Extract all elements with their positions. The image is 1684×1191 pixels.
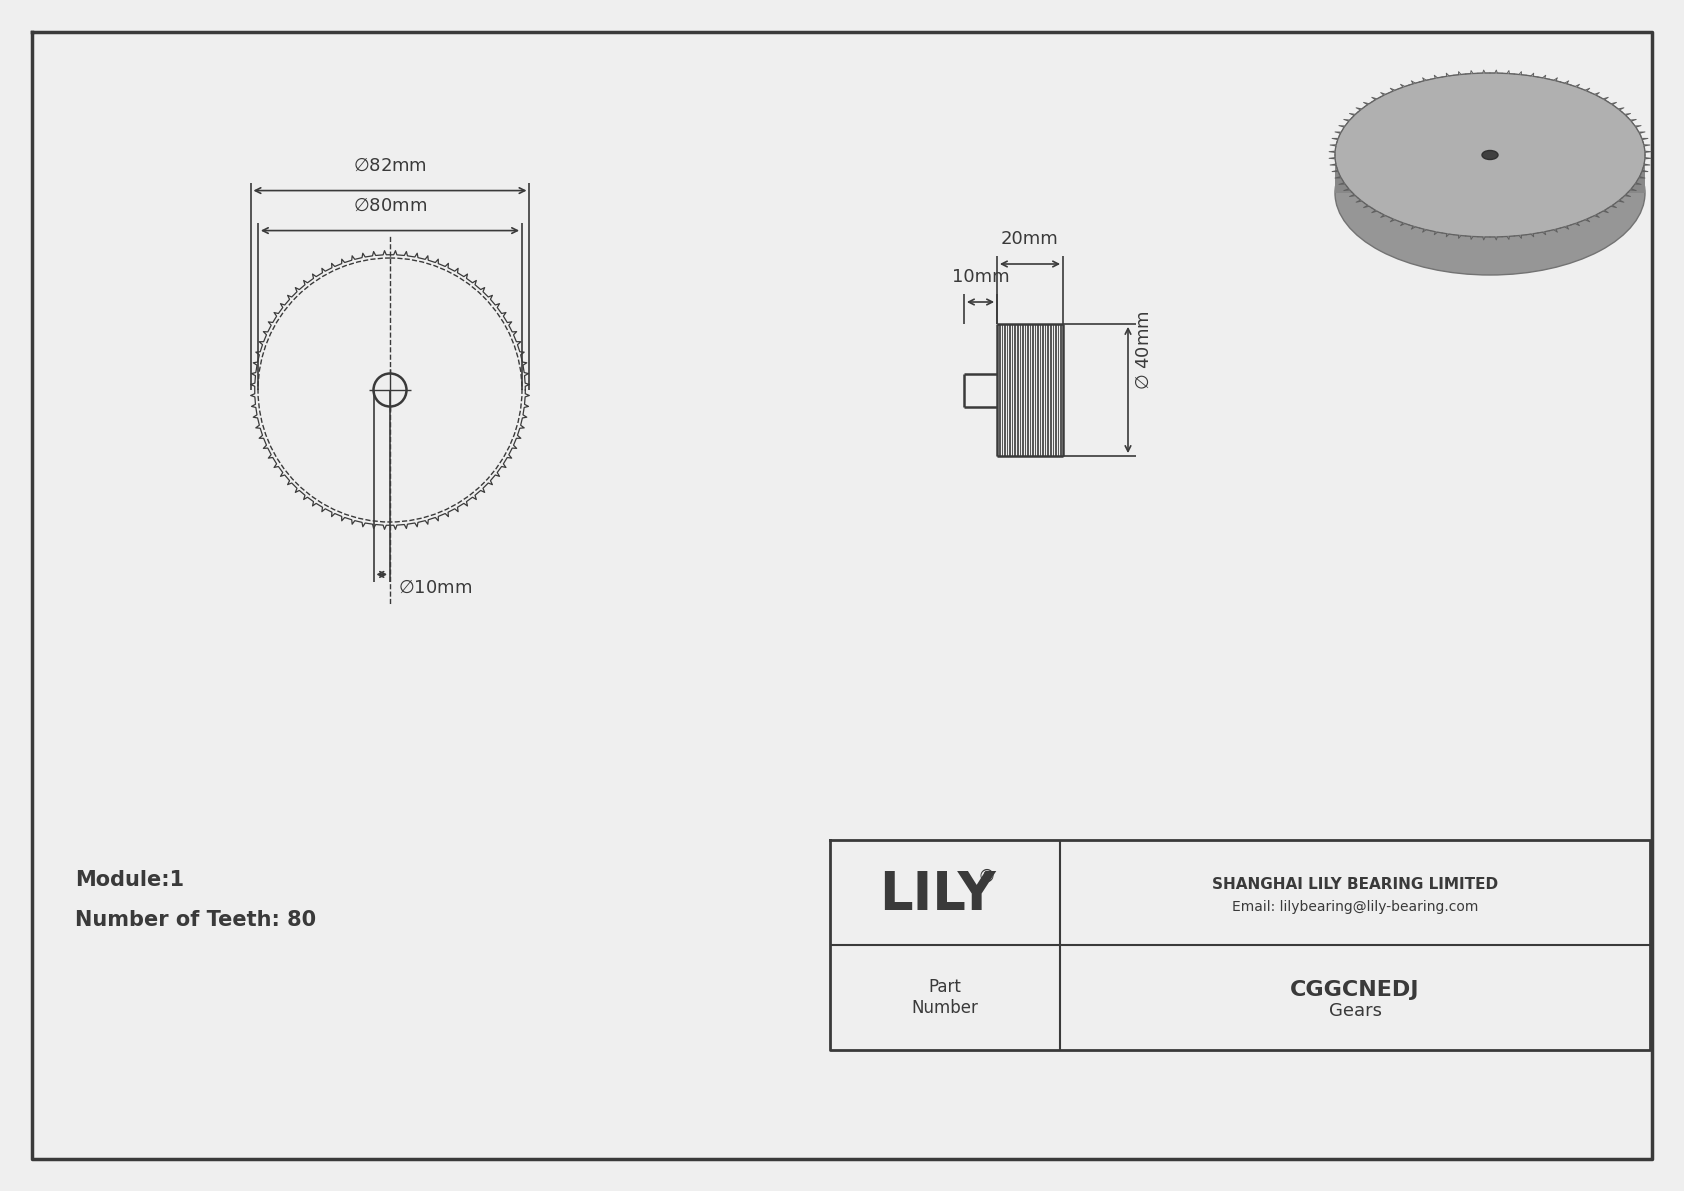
Ellipse shape bbox=[1335, 73, 1645, 237]
Text: Module:1: Module:1 bbox=[76, 869, 184, 890]
Text: Gears: Gears bbox=[1329, 1003, 1381, 1021]
Text: $\varnothing$ 40mm: $\varnothing$ 40mm bbox=[1135, 310, 1154, 389]
Text: $\varnothing$82mm: $\varnothing$82mm bbox=[354, 156, 426, 175]
Ellipse shape bbox=[1482, 150, 1499, 160]
Text: SHANGHAI LILY BEARING LIMITED: SHANGHAI LILY BEARING LIMITED bbox=[1212, 877, 1499, 892]
Ellipse shape bbox=[1335, 111, 1645, 275]
Text: LILY: LILY bbox=[879, 868, 995, 921]
Text: Part
Number: Part Number bbox=[911, 978, 978, 1017]
Text: 10mm: 10mm bbox=[951, 268, 1009, 286]
Text: $\varnothing$10mm: $\varnothing$10mm bbox=[397, 579, 472, 597]
Polygon shape bbox=[1335, 155, 1645, 193]
Text: $\varnothing$80mm: $\varnothing$80mm bbox=[354, 197, 428, 214]
Text: CGGCNEDJ: CGGCNEDJ bbox=[1290, 979, 1420, 999]
Text: Number of Teeth: 80: Number of Teeth: 80 bbox=[76, 910, 317, 930]
Text: Email: lilybearing@lily-bearing.com: Email: lilybearing@lily-bearing.com bbox=[1231, 899, 1479, 913]
Text: ®: ® bbox=[978, 867, 995, 885]
Text: 20mm: 20mm bbox=[1000, 230, 1059, 248]
